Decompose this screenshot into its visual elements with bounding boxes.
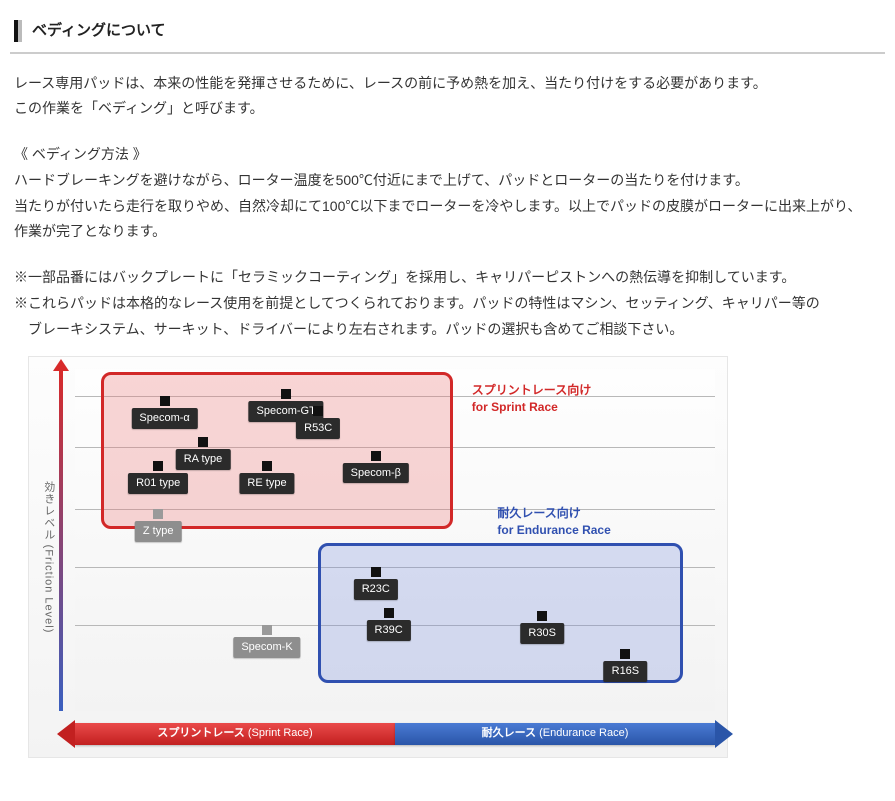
paragraph: 作業が完了となります。 bbox=[14, 220, 881, 244]
group-legend-jp: 耐久レース向け bbox=[497, 506, 580, 520]
product-marker-icon bbox=[281, 389, 291, 399]
x-arrow-sprint-jp: スプリントレース bbox=[157, 724, 244, 743]
y-axis-arrow-icon bbox=[59, 369, 63, 711]
x-arrow-endurance: 耐久レース (Endurance Race) bbox=[395, 723, 715, 745]
product-label: R30S bbox=[520, 623, 564, 644]
paragraph: ※一部品番にはバックプレートに「セラミックコーティング」を採用し、キャリパーピス… bbox=[14, 266, 881, 290]
plot-area: スプリントレース向け for Sprint Race 耐久レース向け for Endu… bbox=[75, 369, 715, 711]
x-arrow-sprint-en: (Sprint Race) bbox=[248, 724, 313, 743]
x-arrow-endurance-en: (Endurance Race) bbox=[539, 724, 628, 743]
product-marker-icon bbox=[371, 451, 381, 461]
x-axis-arrows: スプリントレース (Sprint Race) 耐久レース (Endurance … bbox=[29, 721, 727, 747]
section-marker-icon bbox=[14, 20, 22, 42]
friction-chart: 効きレベル (Friction Level) スプリントレース向け for Spr… bbox=[28, 356, 728, 758]
paragraph: ※これらパッドは本格的なレース使用を前提としてつくられております。パッドの特性は… bbox=[14, 292, 881, 316]
product-label: R23C bbox=[354, 579, 398, 600]
product-marker-icon bbox=[160, 396, 170, 406]
product-marker-icon bbox=[262, 625, 272, 635]
product-label: RE type bbox=[239, 473, 294, 494]
group-legend-endurance: 耐久レース向け for Endurance Race bbox=[497, 505, 610, 537]
paragraph: この作業を「ベディング」と呼びます。 bbox=[14, 97, 881, 121]
product-marker-icon bbox=[313, 406, 323, 416]
product-marker-icon bbox=[371, 567, 381, 577]
product-label: R53C bbox=[296, 418, 340, 439]
product-label: Specom-K bbox=[233, 637, 300, 658]
paragraph: 《 ベディング方法 》 bbox=[14, 143, 881, 167]
group-legend-en: for Endurance Race bbox=[497, 523, 610, 537]
x-arrow-endurance-jp: 耐久レース bbox=[482, 724, 536, 743]
product-marker-icon bbox=[153, 461, 163, 471]
product-label: Z type bbox=[135, 521, 182, 542]
product-marker-icon bbox=[262, 461, 272, 471]
section-header: ベディングについて bbox=[10, 10, 885, 54]
product-label: R16S bbox=[604, 661, 648, 682]
product-marker-icon bbox=[537, 611, 547, 621]
product-marker-icon bbox=[153, 509, 163, 519]
product-label: Specom-β bbox=[343, 463, 409, 484]
group-box-sprint bbox=[101, 372, 453, 529]
x-arrow-sprint: スプリントレース (Sprint Race) bbox=[75, 723, 395, 745]
paragraph: 当たりが付いたら走行を取りやめ、自然冷却にて100℃以下までローターを冷やします… bbox=[14, 195, 881, 219]
product-label: R01 type bbox=[128, 473, 188, 494]
product-label: R39C bbox=[367, 620, 411, 641]
group-legend-jp: スプリントレース向け bbox=[472, 383, 591, 397]
paragraph: ハードブレーキングを避けながら、ローター温度を500℃付近にまで上げて、パッドと… bbox=[14, 169, 881, 193]
y-axis-label-jp: 効きレベル bbox=[43, 480, 55, 540]
group-legend-sprint: スプリントレース向け for Sprint Race bbox=[472, 382, 591, 414]
group-legend-en: for Sprint Race bbox=[472, 400, 558, 414]
product-label: Specom-α bbox=[131, 408, 197, 429]
product-label: RA type bbox=[176, 449, 231, 470]
section-title: ベディングについて bbox=[32, 18, 166, 44]
y-axis-label: 効きレベル (Friction Level) bbox=[39, 480, 58, 633]
body-text: レース専用パッドは、本来の性能を発揮させるために、レースの前に予め熱を加え、当た… bbox=[10, 72, 885, 342]
product-marker-icon bbox=[620, 649, 630, 659]
product-marker-icon bbox=[384, 608, 394, 618]
product-marker-icon bbox=[198, 437, 208, 447]
paragraph: レース専用パッドは、本来の性能を発揮させるために、レースの前に予め熱を加え、当た… bbox=[14, 72, 881, 96]
paragraph: ブレーキシステム、サーキット、ドライバーにより左右されます。パッドの選択も含めて… bbox=[14, 318, 881, 342]
y-axis-label-en: (Friction Level) bbox=[43, 544, 55, 633]
